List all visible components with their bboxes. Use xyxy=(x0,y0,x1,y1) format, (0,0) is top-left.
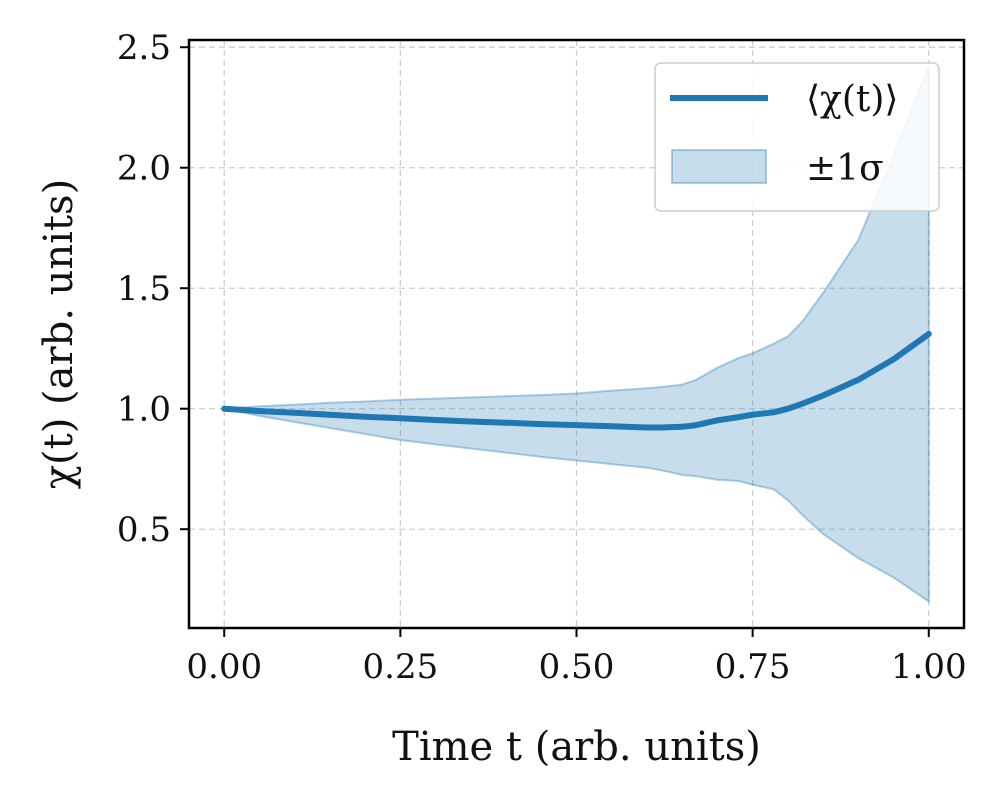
ticks: 0.00 0.25 0.50 0.75 1.00 0.5 1.0 1.5 2.0 2.5 xyxy=(117,28,967,687)
x-tick-label: 0.50 xyxy=(539,647,615,687)
x-tick-label: 0.00 xyxy=(186,647,262,687)
y-tick-label: 0.5 xyxy=(117,510,171,550)
line-layer xyxy=(221,331,932,431)
x-tick-label: 0.75 xyxy=(715,647,791,687)
x-tick-label: 0.25 xyxy=(363,647,439,687)
y-tick-label: 2.5 xyxy=(117,28,171,68)
y-tick-label: 1.0 xyxy=(117,390,171,430)
y-axis-label: χ(t) (arb. units) xyxy=(36,179,82,489)
legend: ⟨χ(t)⟩ ±1σ xyxy=(654,62,940,212)
x-axis-label: Time t (arb. units) xyxy=(392,724,761,770)
legend-line-label: ⟨χ(t)⟩ xyxy=(806,79,898,120)
legend-band-label: ±1σ xyxy=(806,148,884,189)
legend-band-swatch xyxy=(671,149,767,184)
y-tick-label: 1.5 xyxy=(117,269,171,309)
x-tick-label: 1.00 xyxy=(891,647,967,687)
y-tick-label: 2.0 xyxy=(117,149,171,189)
mean-line xyxy=(221,331,932,431)
